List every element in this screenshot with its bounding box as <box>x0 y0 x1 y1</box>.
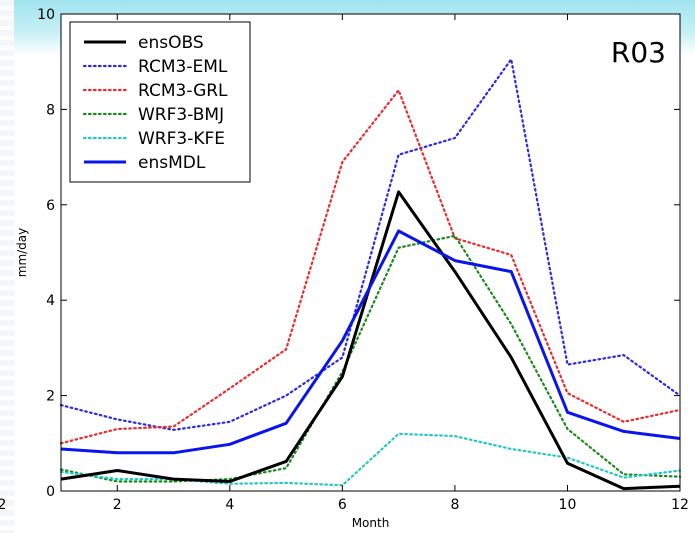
y-tick-label: 8 <box>46 102 55 118</box>
x-tick-label: 10 <box>559 497 577 513</box>
legend-label: WRF3-KFE <box>138 129 225 149</box>
legend-label: RCM3-EML <box>138 57 228 77</box>
legend-box <box>69 21 251 183</box>
x-tick-label: 8 <box>450 497 459 513</box>
slide-left-edge <box>0 0 14 533</box>
y-tick-label: 0 <box>46 484 55 500</box>
x-axis-title: Month <box>352 516 390 530</box>
series-line-rcm3-grl <box>59 89 682 445</box>
y-tick-label: 2 <box>46 389 55 405</box>
series-layer <box>59 58 682 491</box>
legend-label: ensOBS <box>138 33 204 53</box>
series-line-wrf3-kfe <box>59 432 682 487</box>
y-tick-label: 4 <box>46 293 55 309</box>
y-tick-label: 10 <box>37 7 55 23</box>
y-tick-label: 6 <box>46 198 55 214</box>
series-line-wrf3-bmj <box>59 234 682 483</box>
series-line-rcm3-eml <box>59 58 682 431</box>
series-line-ensmdl <box>60 229 681 455</box>
plot-frame <box>60 13 681 492</box>
x-tick-label: 6 <box>338 497 347 513</box>
cut-tick-label: 2 <box>0 497 6 513</box>
legend-label: ensMDL <box>138 153 206 173</box>
ticks-layer: 2 4 6 8 10 12 0 2 4 6 8 10 <box>37 7 689 513</box>
y-axis-title: mm/day <box>15 228 29 278</box>
x-tick-label: 12 <box>671 497 689 513</box>
region-label: R03 <box>611 36 666 69</box>
legend-label: RCM3-GRL <box>138 81 228 101</box>
legend-label: WRF3-BMJ <box>138 105 224 125</box>
x-tick-label: 4 <box>225 497 234 513</box>
legend: ensOBS RCM3-EML RCM3-GRL WRF3-BMJ WRF3-KFE en… <box>69 21 251 183</box>
x-tick-label: 2 <box>113 497 122 513</box>
